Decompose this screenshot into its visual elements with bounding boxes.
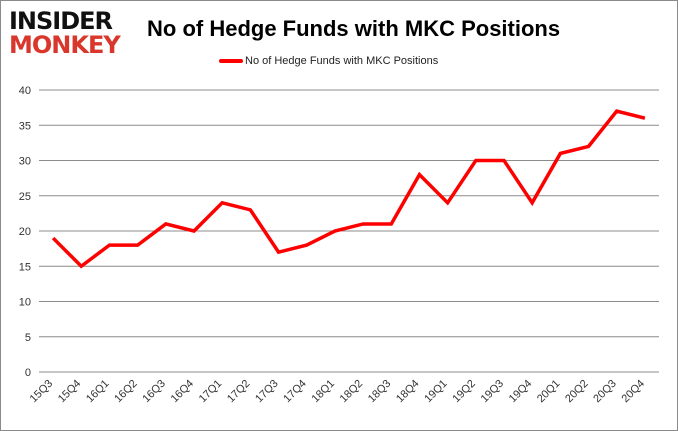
- x-tick-label: 18Q1: [310, 378, 338, 406]
- x-tick-label: 19Q1: [422, 378, 450, 406]
- x-tick-label: 17Q1: [197, 378, 225, 406]
- x-tick-label: 20Q3: [591, 378, 619, 406]
- x-tick-label: 18Q2: [338, 378, 366, 406]
- x-tick-label: 16Q4: [169, 378, 197, 406]
- x-tick-label: 20Q2: [563, 378, 591, 406]
- y-tick-label: 40: [19, 85, 31, 97]
- chart-title: No of Hedge Funds with MKC Positions: [147, 16, 561, 41]
- legend-label: No of Hedge Funds with MKC Positions: [245, 55, 439, 67]
- x-tick-label: 17Q2: [225, 378, 253, 406]
- y-tick-label: 0: [25, 367, 31, 379]
- x-tick-label: 19Q2: [450, 378, 478, 406]
- x-tick-label: 15Q4: [56, 378, 84, 406]
- y-tick-label: 25: [19, 191, 31, 203]
- x-tick-label: 18Q4: [394, 378, 422, 406]
- y-tick-label: 5: [25, 332, 31, 344]
- legend: No of Hedge Funds with MKC Positions: [219, 55, 438, 67]
- logo-line1: INSIDER: [9, 7, 113, 35]
- insider-monkey-logo: INSIDER MONKEY: [9, 7, 121, 59]
- legend-swatch: [219, 59, 243, 63]
- x-tick-label: 18Q3: [366, 378, 394, 406]
- x-tick-label: 16Q3: [140, 378, 168, 406]
- x-tick-label: 17Q4: [281, 378, 309, 406]
- x-tick-label: 19Q3: [479, 378, 507, 406]
- y-tick-label: 15: [19, 261, 31, 273]
- x-tick-label: 17Q3: [253, 378, 281, 406]
- series-line: [51, 109, 646, 269]
- y-tick-label: 20: [19, 226, 31, 238]
- y-tick-label: 30: [19, 156, 31, 168]
- x-tick-label: 15Q3: [28, 378, 56, 406]
- x-tick-label: 16Q2: [112, 378, 140, 406]
- x-tick-label: 16Q1: [84, 378, 112, 406]
- x-tick-label: 20Q1: [535, 378, 563, 406]
- y-tick-label: 10: [19, 297, 31, 309]
- x-tick-label: 20Q4: [620, 378, 648, 406]
- logo-line2: MONKEY: [9, 31, 121, 59]
- x-tick-label: 19Q4: [507, 378, 535, 406]
- y-tick-label: 35: [19, 120, 31, 132]
